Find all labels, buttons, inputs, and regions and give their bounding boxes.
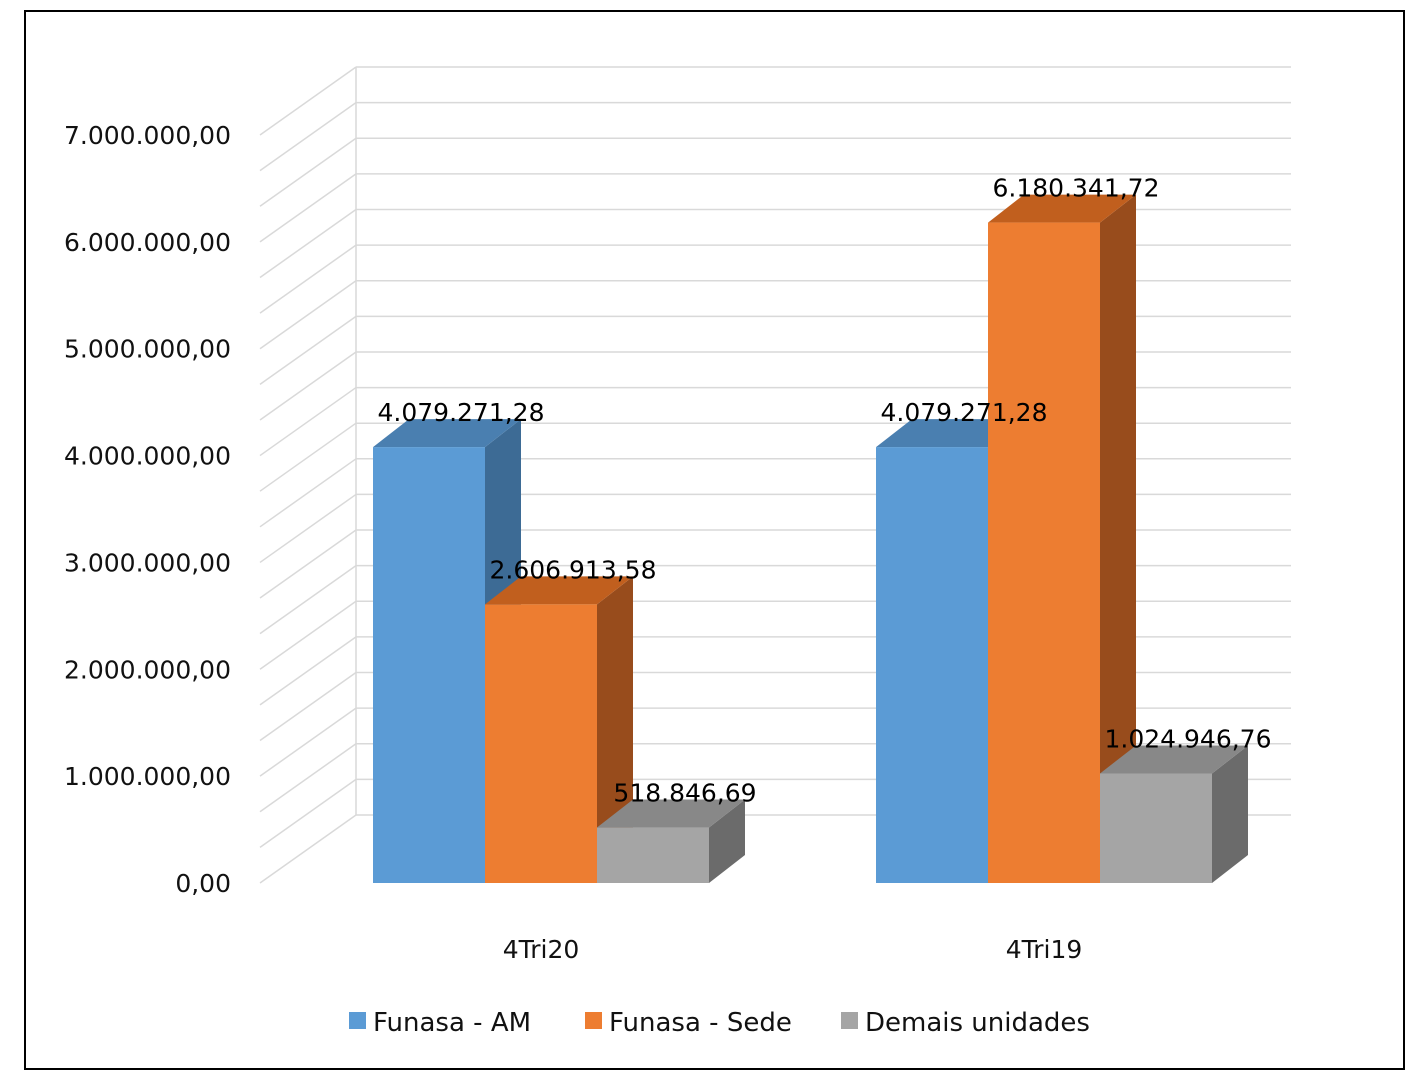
bar-top-face	[373, 419, 521, 448]
gridline-diagonal	[259, 422, 357, 492]
x-tick-label: 4Tri20	[503, 935, 580, 964]
gridline-diagonal	[259, 743, 357, 813]
x-axis-tick-labels: 4Tri20 4Tri19	[503, 935, 1083, 964]
legend-swatch	[585, 1012, 602, 1029]
gridline-diagonal	[259, 600, 357, 670]
gridline-diagonal	[259, 315, 357, 385]
bar-top-face	[485, 576, 633, 605]
bar-side-face	[597, 576, 633, 883]
y-tick-label: 6.000.000,00	[64, 228, 231, 257]
y-tick-label: 0,00	[175, 869, 231, 898]
bar-top-face	[1100, 745, 1248, 774]
gridline-diagonal	[259, 529, 357, 599]
bar-funasa-sede-4tri20	[485, 576, 633, 883]
gridline-diagonal	[259, 565, 357, 635]
y-axis-tick-labels: 0,00 1.000.000,00 2.000.000,00 3.000.000,00…	[64, 121, 231, 898]
gridline-diagonal	[259, 66, 357, 136]
legend-label: Demais unidades	[865, 1008, 1090, 1038]
gridline-diagonal	[259, 280, 357, 350]
bar-side-face	[709, 799, 745, 883]
bar-top-face	[876, 419, 1024, 448]
gridline-diagonal	[259, 137, 357, 207]
bar-side-face	[1100, 194, 1136, 884]
data-labels: 4.079.271,28 2.606.913,58 518.846,69 4.079.…	[378, 174, 1272, 808]
gridline-diagonal	[259, 351, 357, 421]
chart-svg: 0,00 1.000.000,00 2.000.000,00 3.000.000,00…	[64, 66, 1291, 1038]
gridline-diagonal	[259, 814, 357, 884]
legend-label: Funasa - AM	[373, 1008, 531, 1038]
bar-funasa-sede-4tri19	[988, 194, 1136, 884]
data-label: 2.606.913,58	[490, 555, 657, 584]
gridline-diagonal	[259, 671, 357, 742]
legend: Funasa - AM Funasa - Sede Demais unidades	[349, 1008, 1090, 1038]
gridline-diagonal	[259, 636, 357, 706]
gridline-diagonal	[259, 208, 357, 279]
gridline-diagonal	[259, 778, 357, 848]
y-tick-label: 2.000.000,00	[64, 655, 231, 684]
bar-front-face	[876, 447, 988, 883]
bar-front-face	[988, 222, 1100, 883]
bar-front-face	[1100, 773, 1212, 883]
data-label: 1.024.946,76	[1105, 724, 1272, 753]
bar-front-face	[597, 827, 709, 883]
bar-top-face	[988, 194, 1136, 223]
gridline-diagonal	[259, 386, 357, 457]
bar-demais-unidades-4tri20	[597, 799, 745, 883]
y-tick-label: 4.000.000,00	[64, 442, 231, 471]
bar-side-face	[1212, 745, 1248, 883]
legend-label: Funasa - Sede	[609, 1008, 792, 1038]
x-tick-label: 4Tri19	[1006, 935, 1083, 964]
y-tick-label: 7.000.000,00	[64, 121, 231, 150]
gridline-diagonal	[259, 173, 357, 243]
y-tick-label: 5.000.000,00	[64, 335, 231, 364]
data-label: 4.079.271,28	[881, 398, 1048, 427]
gridline-diagonal	[259, 244, 357, 314]
chart-frame: 0,00 1.000.000,00 2.000.000,00 3.000.000,00…	[24, 10, 1405, 1070]
bars	[373, 194, 1248, 884]
gridline-diagonal	[259, 458, 357, 528]
bar-demais-unidades-4tri19	[1100, 745, 1248, 883]
bar-front-face	[373, 447, 485, 883]
bar-top-face	[597, 799, 745, 828]
y-tick-label: 3.000.000,00	[64, 548, 231, 577]
gridline-diagonal	[259, 707, 357, 777]
y-tick-label: 1.000.000,00	[64, 762, 231, 791]
data-label: 518.846,69	[613, 779, 756, 808]
legend-swatch	[349, 1012, 366, 1029]
gridline-diagonal	[259, 493, 357, 564]
gridline-diagonal	[259, 102, 357, 172]
data-label: 4.079.271,28	[378, 398, 545, 427]
data-label: 6.180.341,72	[993, 174, 1160, 203]
bar-front-face	[485, 604, 597, 883]
legend-swatch	[841, 1012, 858, 1029]
